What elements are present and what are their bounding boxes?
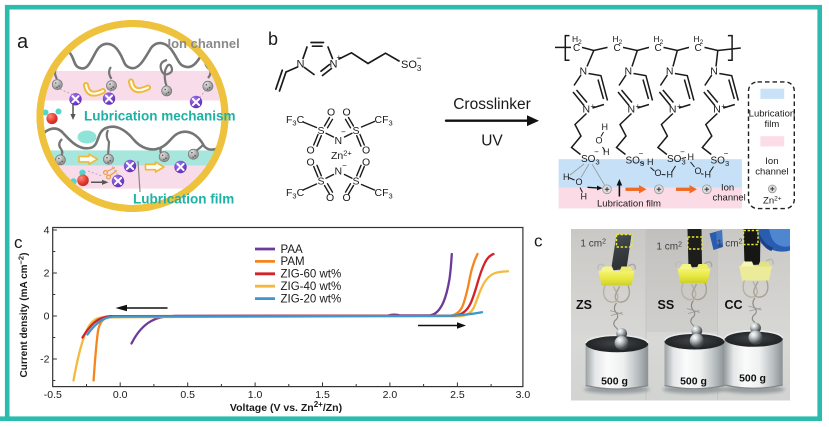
svg-text:a: a [17, 31, 29, 53]
svg-text:2.0: 2.0 [383, 389, 398, 401]
svg-text:+: + [591, 102, 596, 111]
svg-text:SS: SS [658, 298, 675, 312]
svg-text:1 cm2: 1 cm2 [656, 242, 682, 253]
svg-text:UV: UV [481, 133, 503, 150]
svg-text:O: O [695, 166, 702, 176]
svg-text:S: S [353, 125, 360, 137]
svg-text:O: O [576, 177, 583, 187]
svg-text:c: c [534, 232, 543, 251]
svg-text:ZIG-40 wt%: ZIG-40 wt% [281, 281, 342, 293]
svg-text:b: b [268, 29, 278, 49]
svg-text:Lubrication: Lubrication [749, 109, 795, 120]
svg-text:N: N [297, 59, 305, 71]
svg-text:1.0: 1.0 [248, 389, 263, 401]
svg-text:3.0: 3.0 [516, 389, 531, 401]
svg-text:4: 4 [44, 225, 50, 237]
svg-text:O: O [362, 157, 370, 169]
svg-text:500 g: 500 g [739, 373, 766, 385]
svg-text:1 cm2: 1 cm2 [580, 239, 606, 250]
svg-text:O: O [307, 157, 315, 169]
svg-text:H: H [688, 152, 695, 162]
svg-text:H2: H2 [694, 34, 704, 46]
svg-text:0.5: 0.5 [180, 389, 195, 401]
svg-text:−: − [342, 161, 347, 170]
svg-text:C: C [573, 43, 580, 54]
svg-text:ZIG-60 wt%: ZIG-60 wt% [281, 269, 342, 281]
svg-text:H2: H2 [613, 34, 623, 46]
svg-text:O: O [307, 145, 315, 157]
svg-text:0.0: 0.0 [113, 389, 128, 401]
svg-text:1.5: 1.5 [315, 389, 330, 401]
svg-text:H: H [705, 170, 712, 180]
svg-text:Ion: Ion [721, 183, 734, 194]
svg-text:N: N [335, 135, 343, 147]
svg-text:H: H [563, 172, 570, 182]
svg-text:CF3: CF3 [375, 187, 393, 201]
svg-text:O: O [655, 168, 662, 178]
svg-text:channel: channel [713, 193, 746, 204]
svg-text:Lubrication film: Lubrication film [133, 192, 234, 207]
svg-text:1 cm2: 1 cm2 [717, 239, 743, 250]
svg-text:500 g: 500 g [680, 376, 707, 388]
svg-text:O: O [362, 145, 370, 157]
svg-text:H: H [603, 147, 610, 157]
svg-text:S: S [318, 125, 325, 137]
svg-text:N: N [583, 104, 591, 116]
svg-text:Lubrication film: Lubrication film [597, 199, 661, 210]
svg-text:N: N [330, 59, 338, 71]
svg-text:O: O [343, 192, 351, 204]
svg-text:H2: H2 [654, 34, 664, 46]
svg-text:-0.5: -0.5 [44, 389, 62, 401]
svg-text:Zn2+: Zn2+ [763, 196, 782, 207]
svg-text:0: 0 [44, 311, 50, 323]
svg-text:O: O [326, 192, 334, 204]
svg-text:+: + [337, 53, 342, 62]
svg-text:H2: H2 [572, 34, 582, 46]
svg-text:channel: channel [755, 167, 788, 178]
svg-text:H: H [602, 122, 609, 132]
svg-text:CF3: CF3 [375, 114, 393, 128]
svg-text:O: O [343, 107, 351, 119]
svg-text:CC: CC [725, 298, 743, 312]
svg-text:C: C [614, 43, 621, 54]
svg-text:-2: -2 [40, 354, 49, 366]
svg-text:2: 2 [44, 268, 50, 280]
svg-text:C: C [655, 43, 662, 54]
svg-text:N: N [580, 66, 588, 78]
svg-text:S: S [318, 175, 325, 187]
svg-text:Crosslinker: Crosslinker [453, 96, 531, 113]
svg-text:film: film [765, 119, 780, 130]
svg-text:H: H [667, 170, 674, 180]
svg-text:PAM: PAM [281, 256, 305, 268]
svg-text:H: H [647, 157, 654, 167]
svg-text:500 g: 500 g [601, 376, 628, 388]
svg-text:S: S [353, 175, 360, 187]
svg-text:F3C: F3C [286, 114, 305, 128]
svg-text:c: c [14, 233, 23, 252]
svg-text:PAA: PAA [281, 244, 303, 256]
svg-text:Ion: Ion [765, 156, 778, 167]
svg-text:O: O [327, 107, 335, 119]
svg-text:2.5: 2.5 [450, 389, 465, 401]
svg-text:N: N [335, 166, 343, 178]
svg-text:C: C [695, 43, 702, 54]
svg-text:Current density (mA cm−2): Current density (mA cm−2) [17, 253, 31, 378]
svg-text:−: − [341, 128, 346, 137]
svg-text:Lubrication mechanism: Lubrication mechanism [84, 109, 236, 124]
svg-text:H: H [581, 192, 588, 202]
svg-text:ZS: ZS [576, 298, 592, 312]
svg-text:F3C: F3C [286, 187, 305, 201]
svg-text:O: O [596, 136, 603, 146]
svg-text:Voltage (V vs. Zn2+/Zn): Voltage (V vs. Zn2+/Zn) [230, 400, 342, 414]
svg-text:ZIG-20 wt%: ZIG-20 wt% [281, 293, 342, 305]
svg-text:Ion channel: Ion channel [168, 36, 240, 51]
